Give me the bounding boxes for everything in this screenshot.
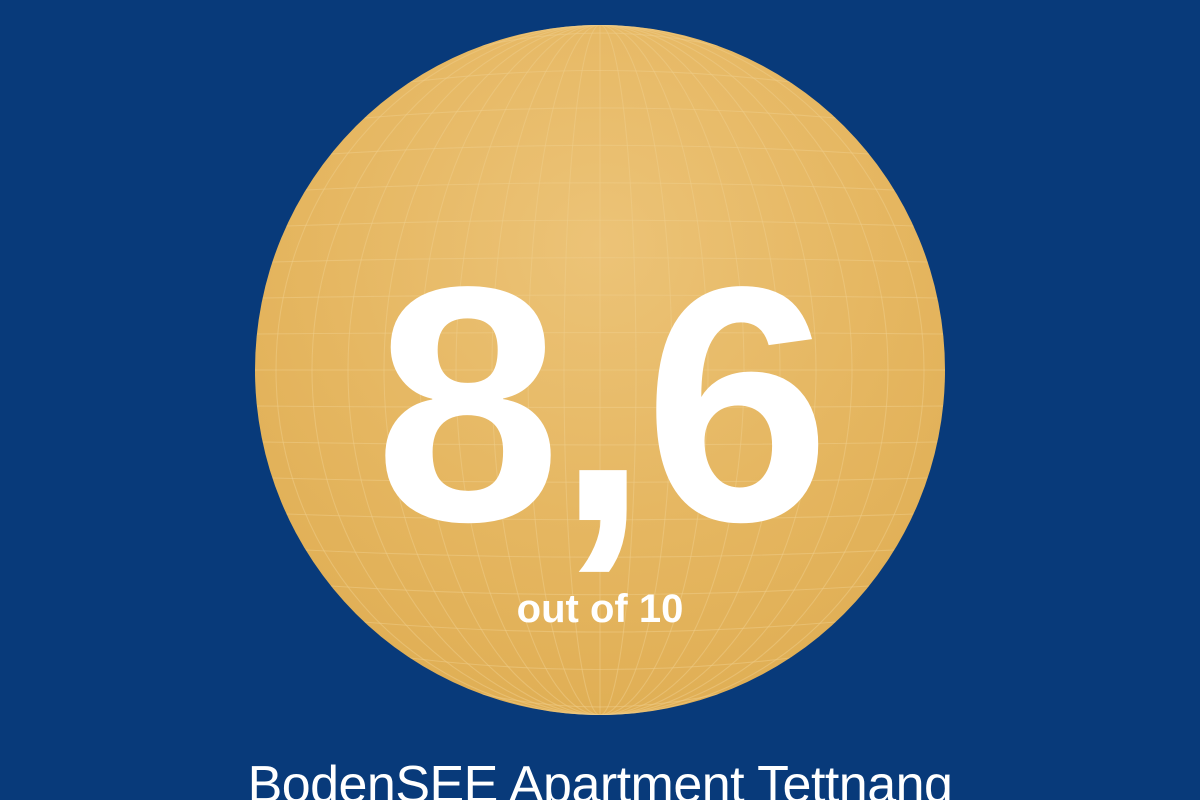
score-value: 8,6 bbox=[374, 217, 831, 591]
globe-sphere-graphic bbox=[255, 25, 945, 715]
property-name: BodenSEE Apartment Tettnang bbox=[247, 756, 953, 800]
globe-wireframe bbox=[255, 25, 945, 715]
score-scale-label: out of 10 bbox=[516, 587, 684, 631]
rating-score-badge: 8,6 out of 10 bbox=[255, 25, 945, 715]
